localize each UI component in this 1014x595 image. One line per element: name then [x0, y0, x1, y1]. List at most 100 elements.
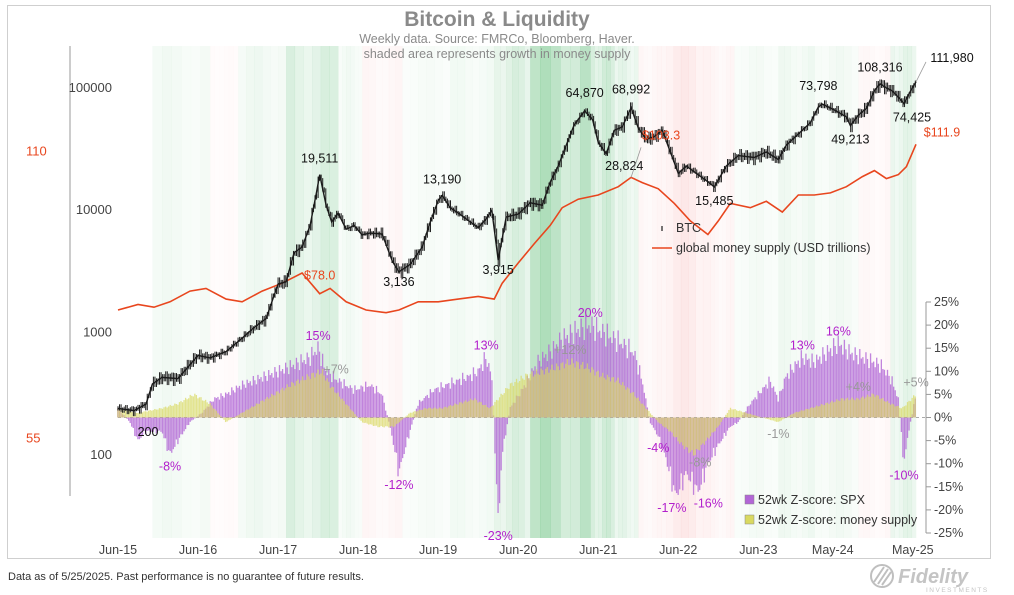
spx-z-bar [776, 394, 778, 418]
money-z-bar [369, 417, 371, 425]
spx-z-bar [420, 401, 422, 418]
spx-z-bar [234, 392, 236, 418]
money-z-bar [442, 408, 444, 418]
money-z-bar [195, 395, 198, 418]
spx-z-bar [375, 385, 378, 418]
money-z-bar [191, 395, 193, 418]
shading-band [661, 46, 667, 538]
money-z-bar [457, 404, 459, 418]
spx-z-bar [366, 387, 368, 418]
money-z-bar [212, 408, 214, 418]
money-z-bar [732, 409, 735, 418]
money-z-bar [332, 387, 335, 418]
money-z-bar [857, 398, 859, 418]
money-z-bar [168, 406, 170, 418]
money-z-bar [528, 378, 530, 418]
spx-z-bar [619, 344, 621, 418]
btc-axis-tick-label: 10000 [76, 202, 112, 217]
legend-label: BTC [676, 221, 701, 235]
money-z-bar [320, 373, 322, 418]
spx-z-bar [634, 350, 636, 418]
spx-z-bar [188, 417, 190, 426]
spx-z-bar [192, 417, 194, 420]
money-z-bar [640, 403, 642, 418]
shading-band [388, 46, 396, 538]
money-z-bar [534, 374, 536, 418]
money-z-bar [662, 417, 664, 426]
shading-band [618, 46, 623, 538]
spx-z-bar [903, 417, 906, 459]
money-z-bar [551, 364, 553, 418]
money-z-bar [283, 390, 285, 418]
data-annotation: -8% [689, 455, 711, 469]
shading-band [560, 46, 571, 538]
spx-z-bar [448, 382, 450, 418]
money-z-bar [894, 406, 896, 418]
money-z-bar [184, 397, 187, 418]
spx-z-bar [495, 417, 498, 485]
money-z-bar [180, 401, 182, 418]
money-z-bar [398, 417, 401, 423]
money-z-bar [386, 417, 388, 427]
money-z-bar [463, 401, 465, 418]
money-z-bar [765, 417, 767, 419]
money-z-bar [223, 417, 225, 420]
spx-z-bar [785, 376, 787, 418]
spx-z-bar [831, 356, 833, 418]
data-annotation: 111,980 [930, 51, 973, 65]
money-z-bar [338, 396, 341, 418]
spx-z-bar [602, 323, 604, 418]
money-z-bar [208, 403, 210, 418]
spx-z-bar [255, 384, 258, 418]
spx-z-bar [796, 364, 798, 418]
money-z-bar [671, 417, 673, 433]
spx-z-bar [126, 417, 128, 419]
shading-band [278, 46, 287, 538]
spx-z-bar [759, 393, 761, 418]
money-z-bar [445, 406, 447, 418]
money-z-bar [269, 397, 271, 418]
money-z-bar [334, 392, 336, 418]
spx-z-bar [268, 370, 270, 418]
spx-z-bar [786, 373, 789, 418]
spx-z-bar [637, 374, 639, 418]
spx-z-bar [454, 384, 456, 418]
money-z-bar [454, 403, 456, 418]
money-z-bar [914, 396, 916, 418]
spx-z-bar [635, 360, 638, 418]
shading-band [375, 46, 382, 538]
money-z-bar [882, 397, 884, 418]
spx-z-bar [485, 358, 487, 418]
spx-z-bar [731, 417, 733, 426]
spx-z-bar [428, 397, 430, 418]
money-z-bar [642, 403, 644, 418]
spx-z-bar [768, 376, 770, 418]
shading-band [802, 46, 809, 538]
spx-z-bar [383, 402, 385, 418]
spx-z-bar [462, 372, 464, 418]
money-z-bar [739, 410, 741, 418]
money-z-bar [786, 416, 789, 418]
money-z-bar [540, 368, 542, 418]
money-z-bar [685, 417, 687, 447]
money-z-bar [466, 402, 468, 418]
money-z-bar [231, 417, 233, 419]
spx-z-bar [223, 397, 225, 418]
money-z-bar [571, 358, 573, 418]
shading-band [610, 46, 615, 538]
money-z-bar [911, 397, 913, 418]
spx-z-bar [822, 347, 824, 418]
spx-z-bar [480, 364, 482, 418]
money-z-bar [791, 414, 793, 418]
money-z-bar [526, 374, 528, 418]
money-z-bar [335, 393, 338, 418]
btc-axis-tick-label: 1000 [83, 325, 112, 340]
money-z-bar [896, 406, 898, 418]
money-z-bar [714, 417, 716, 432]
money-z-bar [431, 408, 433, 418]
money-z-bar [705, 417, 707, 441]
spx-z-bar [800, 350, 802, 418]
money-z-bar [665, 417, 667, 428]
spx-z-bar [874, 367, 876, 418]
shading-band [262, 46, 271, 538]
